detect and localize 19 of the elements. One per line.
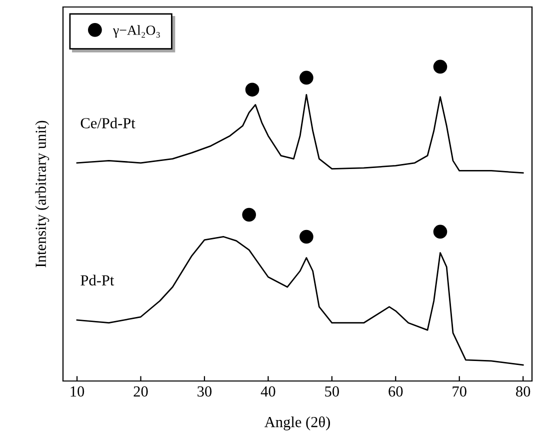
x-tick-label: 80 [516,386,530,397]
x-tick-label: 60 [388,386,403,397]
point [242,208,256,222]
x-axis-title: Angle (2θ) [264,416,330,430]
y-axis-title: Intensity (arbitrary unit) [35,120,50,268]
legend-label: γ−Al₂O₃ [112,25,160,38]
point [245,82,260,97]
point [300,230,314,244]
point [433,60,448,74]
text: Pd-Pt [80,274,114,286]
x-tick-label: 40 [260,386,276,397]
x-tick-label: 20 [134,386,148,397]
point [300,70,314,85]
x-tick-label: 10 [70,386,84,397]
point [433,224,448,239]
x-tick-label: 50 [325,386,339,397]
x-tick-label: 70 [452,386,466,397]
text: Ce/Pd-Pt [80,118,136,128]
x-tick-label: 30 [198,386,212,397]
